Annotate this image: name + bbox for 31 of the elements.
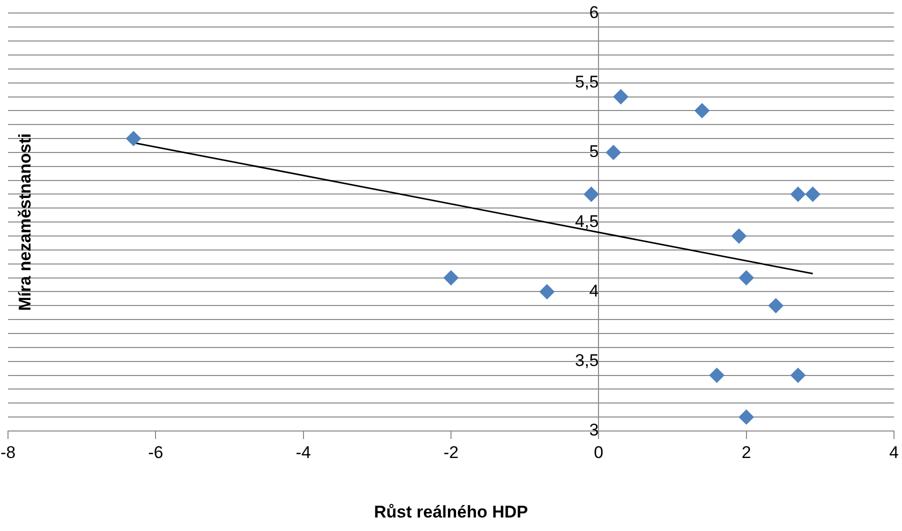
point [709, 368, 724, 383]
y-tick-label: 6 [589, 2, 599, 22]
y-tick-label: 3,5 [575, 351, 599, 370]
point [126, 131, 142, 146]
x-tick-label: 2 [742, 443, 752, 462]
point [444, 270, 458, 286]
point [606, 144, 621, 160]
point [694, 103, 710, 118]
point [584, 186, 599, 202]
point [539, 284, 554, 300]
y-axis-title: Míra nezaměstnanosti [16, 133, 35, 311]
point [738, 410, 754, 425]
y-tick-label: 4 [589, 281, 599, 300]
point [731, 228, 746, 244]
x-axis-title: Růst reálného HDP [374, 502, 528, 522]
point [738, 270, 754, 286]
x-tick-label: 0 [594, 443, 604, 462]
point [805, 186, 820, 202]
x-tick-label: -6 [148, 443, 164, 462]
point [790, 368, 806, 383]
x-tick-label: -4 [296, 443, 311, 462]
x-tick-label: -2 [443, 443, 459, 462]
y-tick-label: 5 [589, 142, 599, 162]
point [768, 298, 784, 314]
y-tick-label: 3 [589, 420, 599, 440]
y-tick-label: 5,5 [575, 72, 599, 92]
y-tick-label: 4,5 [575, 212, 599, 231]
x-tick-label: 4 [889, 443, 899, 462]
x-tick-label: -8 [0, 443, 16, 462]
point [790, 186, 806, 202]
point [613, 89, 628, 104]
